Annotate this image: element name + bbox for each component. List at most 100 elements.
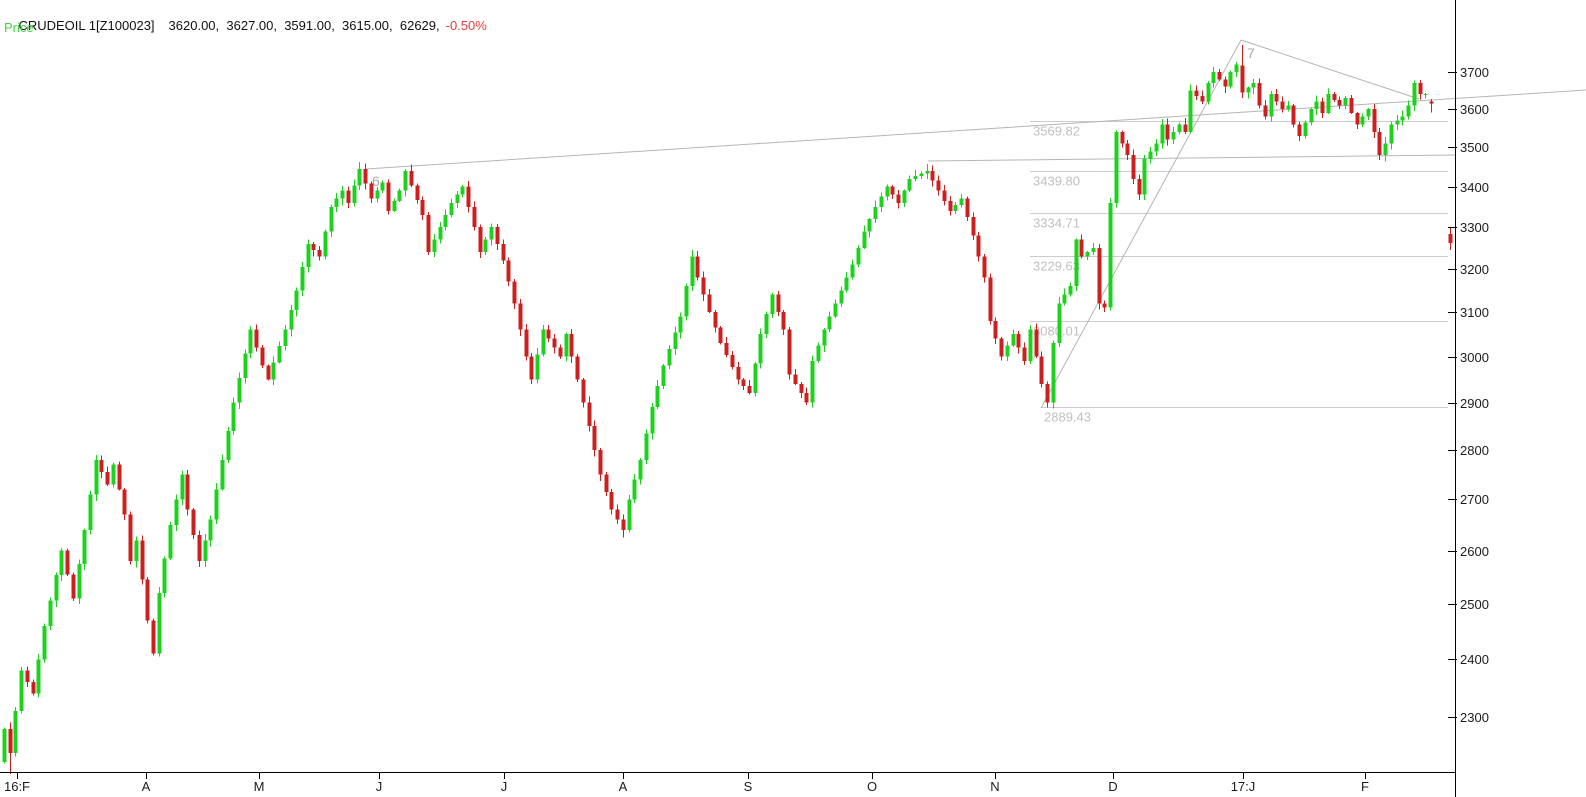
candle-down[interactable] [140, 540, 145, 580]
candle-down[interactable] [266, 365, 271, 380]
candle-up[interactable] [208, 519, 213, 541]
candle-down[interactable] [890, 186, 895, 195]
candle-up[interactable] [111, 464, 116, 485]
candle-up[interactable] [203, 540, 208, 562]
candle-down[interactable] [1079, 239, 1084, 257]
candle-up[interactable] [277, 346, 282, 363]
candle-up[interactable] [1074, 239, 1079, 287]
candle-down[interactable] [1349, 97, 1354, 113]
candle-down[interactable] [369, 183, 374, 199]
candle-up[interactable] [1177, 124, 1182, 132]
candle-up[interactable] [907, 178, 912, 191]
candle-up[interactable] [443, 214, 448, 228]
candle-up[interactable] [1057, 303, 1062, 344]
candle-down[interactable] [1372, 109, 1377, 132]
candle-up[interactable] [392, 200, 397, 211]
candle-up[interactable] [237, 377, 242, 403]
candle-up[interactable] [162, 558, 167, 594]
candle-down[interactable] [420, 200, 425, 215]
candle-up[interactable] [822, 329, 827, 346]
candle-down[interactable] [1223, 79, 1228, 87]
candle-up[interactable] [283, 329, 288, 347]
candle-down[interactable] [1137, 178, 1142, 195]
candle-down[interactable] [415, 185, 420, 201]
candle-up[interactable] [1068, 286, 1073, 295]
candle-down[interactable] [999, 338, 1004, 357]
trendline[interactable] [1240, 39, 1420, 100]
candle-down[interactable] [621, 519, 626, 530]
candle-down[interactable] [799, 383, 804, 394]
candle-down[interactable] [569, 334, 574, 357]
candle-up[interactable] [879, 196, 884, 207]
candle-down[interactable] [1039, 356, 1044, 384]
candle-down[interactable] [1131, 155, 1136, 179]
candle-down[interactable] [1097, 247, 1102, 304]
candle-up[interactable] [1269, 94, 1274, 117]
candle-down[interactable] [787, 329, 792, 375]
candle-down[interactable] [478, 227, 483, 253]
candle-up[interactable] [867, 219, 872, 232]
candle-down[interactable] [105, 472, 110, 485]
candle-up[interactable] [271, 362, 276, 380]
candle-up[interactable] [873, 206, 878, 220]
candle-up[interactable] [1326, 94, 1331, 113]
candle-down[interactable] [1022, 347, 1027, 362]
candle-down[interactable] [1045, 383, 1050, 403]
candle-up[interactable] [168, 524, 173, 559]
candle-down[interactable] [804, 393, 809, 403]
candle-up[interactable] [1206, 83, 1211, 102]
candle-up[interactable] [489, 227, 494, 240]
candle-down[interactable] [128, 514, 133, 562]
candle-down[interactable] [604, 474, 609, 492]
candle-up[interactable] [1051, 343, 1056, 403]
candle-up[interactable] [638, 459, 643, 480]
candle-down[interactable] [1165, 124, 1170, 140]
candle-down[interactable] [151, 620, 156, 654]
candle-up[interactable] [862, 231, 867, 248]
candle-up[interactable] [180, 474, 185, 500]
candle-down[interactable] [707, 294, 712, 313]
candle-up[interactable] [220, 459, 225, 490]
candle-up[interactable] [403, 170, 408, 191]
candle-up[interactable] [157, 593, 162, 654]
candle-down[interactable] [552, 338, 557, 348]
candle-down[interactable] [1102, 303, 1107, 308]
candle-up[interactable] [1228, 72, 1233, 87]
candle-down[interactable] [736, 367, 741, 380]
candle-down[interactable] [695, 256, 700, 278]
candle-down[interactable] [701, 277, 706, 295]
candle-up[interactable] [925, 170, 930, 174]
candle-up[interactable] [827, 316, 832, 330]
candle-up[interactable] [82, 529, 87, 564]
candle-up[interactable] [655, 386, 660, 408]
candle-down[interactable] [1257, 83, 1262, 106]
candle-up[interactable] [644, 433, 649, 460]
candle-up[interactable] [673, 332, 678, 350]
time-axis[interactable]: 16:F A M J J A S O N D 17:J F [4, 772, 1369, 794]
candle-up[interactable] [94, 459, 99, 495]
candle-down[interactable] [311, 243, 316, 251]
candle-down[interactable] [1355, 112, 1360, 125]
candle-down[interactable] [99, 459, 104, 473]
candle-up[interactable] [306, 243, 311, 267]
candle-down[interactable] [260, 347, 265, 366]
candle-down[interactable] [254, 329, 259, 348]
candle-down[interactable] [730, 355, 735, 368]
candle-down[interactable] [1016, 334, 1021, 348]
candle-up[interactable] [856, 247, 861, 265]
candle-up[interactable] [13, 711, 18, 753]
candle-up[interactable] [1360, 116, 1365, 125]
candle-down[interactable] [1240, 65, 1245, 93]
candle-down[interactable] [713, 312, 718, 328]
candle-down[interactable] [466, 186, 471, 207]
candle-up[interactable] [1160, 124, 1165, 144]
candle-up[interactable] [1309, 109, 1314, 123]
candle-down[interactable] [930, 170, 935, 181]
candle-up[interactable] [48, 600, 53, 626]
candle-down[interactable] [1377, 131, 1382, 156]
candle-up[interactable] [248, 329, 253, 354]
candle-up[interactable] [1400, 116, 1405, 121]
candle-up[interactable] [438, 227, 443, 240]
candle-up[interactable] [919, 173, 924, 177]
